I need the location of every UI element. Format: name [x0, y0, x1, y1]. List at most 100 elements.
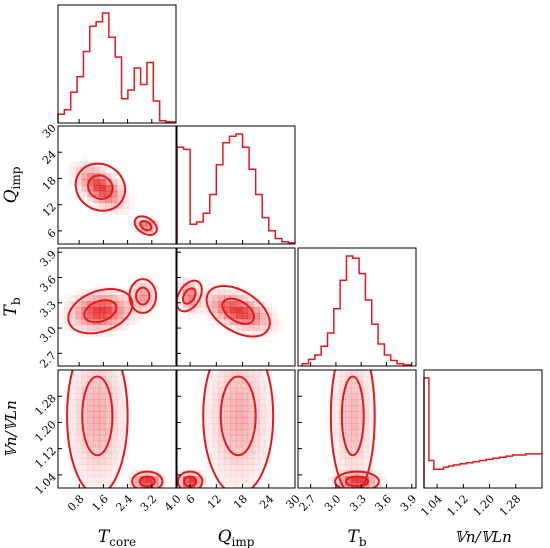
density-cell [111, 417, 118, 424]
density-cell [201, 470, 207, 476]
density-cell [75, 423, 82, 430]
density-cell [351, 464, 358, 471]
contour-line [66, 370, 129, 488]
density-cell [241, 324, 249, 331]
density-cell [111, 330, 118, 337]
density-cell [224, 411, 231, 418]
y-tick-label: 3.9 [37, 248, 59, 270]
density-cell [241, 330, 249, 337]
density-cell [93, 417, 100, 424]
x-tick-label: 3.2 [138, 492, 160, 514]
panel-frame [57, 125, 177, 245]
density-cell [230, 393, 237, 400]
x-tick-label: 1.28 [497, 492, 524, 519]
density-cell [81, 458, 88, 465]
density-cell [351, 405, 358, 412]
density-cell [362, 440, 370, 448]
density-cell [247, 429, 255, 436]
density-cell [206, 399, 213, 406]
density-cell [259, 434, 266, 442]
density-cell [87, 370, 94, 377]
density-cell [212, 399, 219, 406]
density-cell [333, 405, 340, 412]
density-cell [253, 405, 260, 412]
density-cell [99, 167, 106, 174]
density-cell [87, 179, 94, 186]
density-cell [146, 283, 153, 290]
contour-line [334, 470, 380, 488]
density-cell [362, 370, 370, 377]
density-cell [75, 173, 82, 180]
density-cell [212, 393, 219, 400]
density-cell [236, 429, 243, 436]
density-cell [111, 423, 118, 430]
density-cell [241, 417, 249, 424]
panel-2d-T_core-T_b [58, 277, 159, 337]
density-cell [362, 393, 370, 400]
density-cell [236, 381, 243, 389]
density-cell [253, 440, 260, 448]
density-cell [122, 196, 130, 204]
density-cell [333, 434, 340, 442]
density-cell [93, 312, 100, 320]
contour-line [205, 284, 271, 338]
density-cell [265, 307, 272, 314]
density-cell [105, 167, 112, 174]
density-cell [206, 423, 213, 430]
density-cell [81, 429, 88, 436]
density-cell [236, 370, 243, 377]
density-cell [230, 458, 237, 465]
density-cell [212, 476, 219, 483]
density-cell [362, 452, 370, 459]
density-cell [105, 446, 112, 453]
density-cell [105, 190, 112, 198]
density-cell [351, 429, 358, 436]
density-cell [333, 446, 340, 453]
density-cell [177, 295, 184, 302]
contour-line [181, 287, 197, 305]
density-cell [117, 375, 124, 383]
density-cell [212, 452, 219, 459]
panel-frame [176, 369, 296, 489]
density-cell [241, 312, 249, 320]
density-cell [241, 429, 249, 436]
density-cell [253, 324, 260, 331]
density-cell [87, 434, 94, 442]
density-cell [224, 482, 231, 488]
density-cell [105, 399, 112, 406]
density-cell [105, 381, 112, 389]
density-cell [93, 393, 100, 400]
density-cell [206, 417, 213, 424]
density-cell [75, 375, 82, 383]
density-cell [105, 476, 112, 483]
density-cell [236, 476, 243, 483]
density-cell [93, 482, 100, 488]
density-cell [111, 307, 118, 314]
density-cell [140, 283, 147, 290]
density-cell [357, 434, 364, 442]
density-cell [206, 440, 213, 448]
density-cell [122, 446, 130, 453]
density-cell [351, 470, 358, 477]
density-cell [111, 202, 118, 209]
density-cell [93, 289, 100, 296]
density-cell [182, 476, 190, 483]
density-cell [230, 318, 237, 326]
density-cell [75, 464, 82, 471]
density-cell [69, 452, 77, 459]
density-cell [105, 196, 112, 204]
density-cell [333, 370, 340, 377]
density-cell [333, 440, 340, 448]
density-cell [339, 381, 346, 389]
density-cell [93, 295, 100, 302]
density-cell [188, 283, 196, 290]
density-cell [345, 417, 352, 424]
density-cell [212, 387, 219, 394]
contour-line [221, 297, 255, 325]
density-cell [117, 387, 124, 394]
density-cell [134, 301, 141, 308]
density-cell [122, 295, 130, 302]
density-cell [253, 370, 260, 377]
density-cell [75, 405, 82, 412]
density-cell [105, 464, 112, 471]
